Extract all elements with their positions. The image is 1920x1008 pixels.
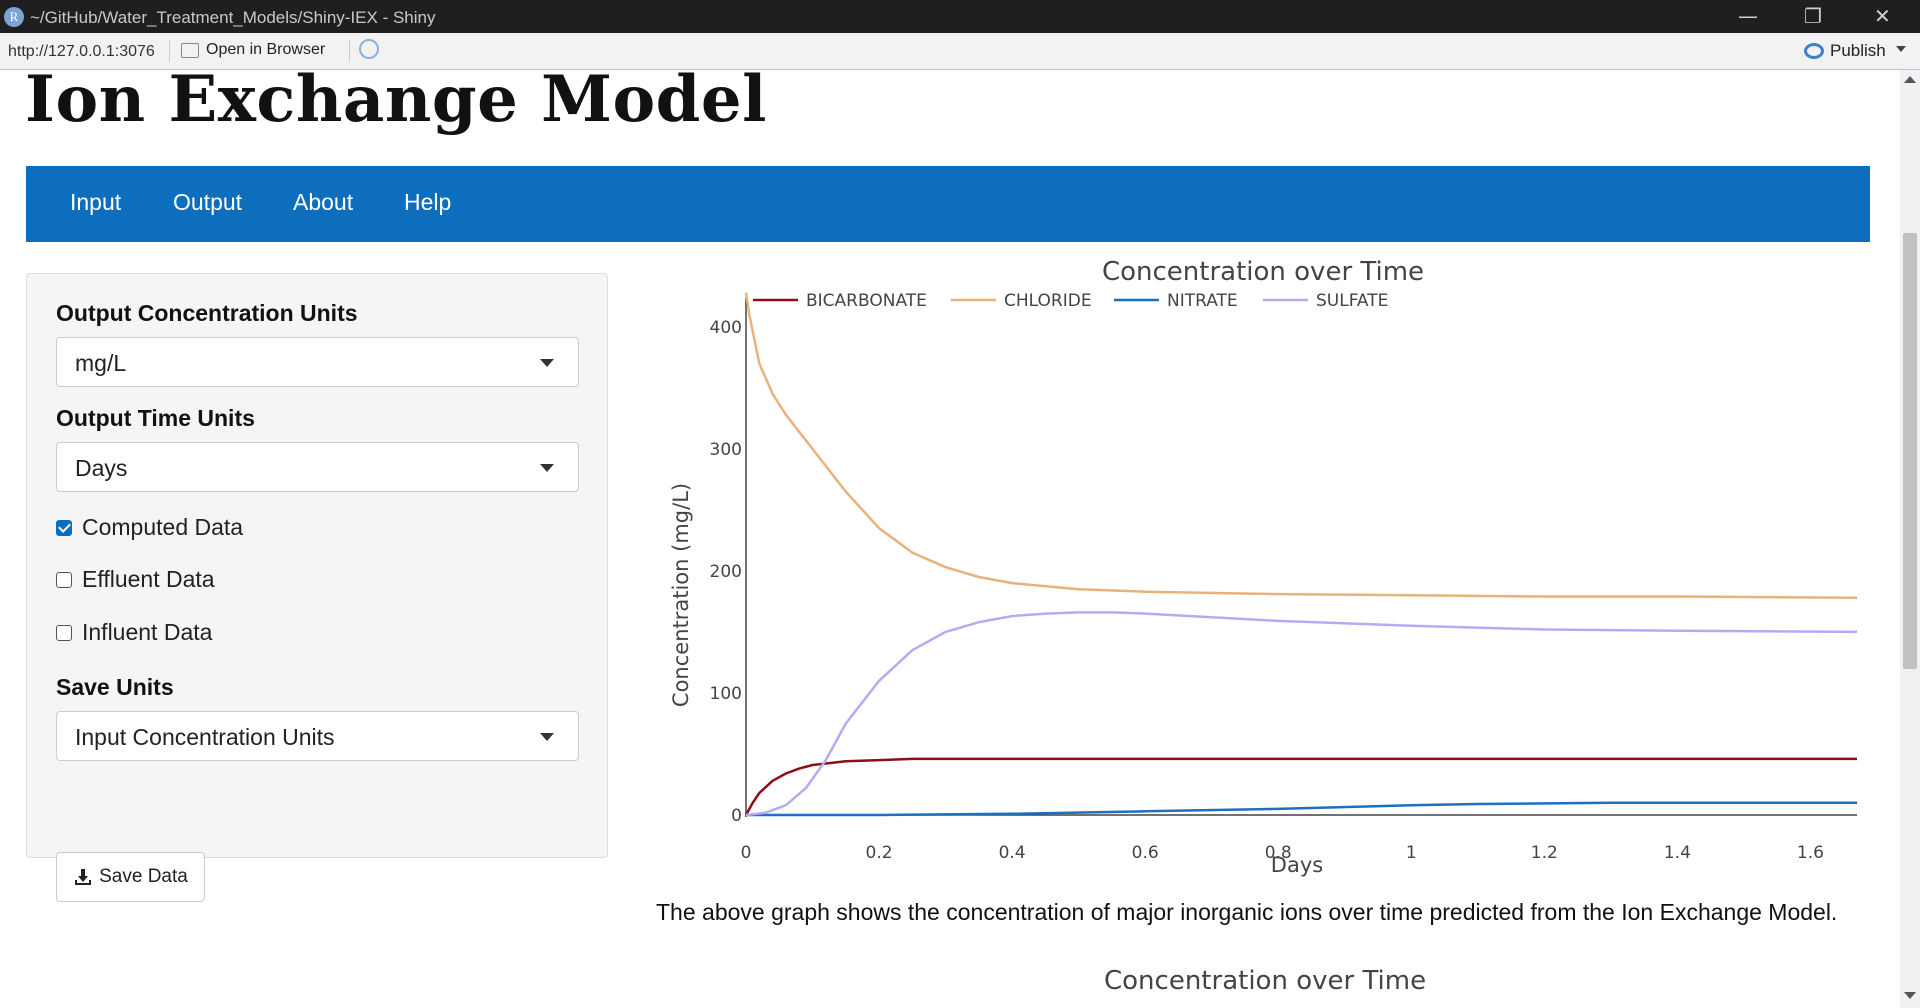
save-data-button[interactable]: Save Data [56,852,205,902]
scroll-up-icon[interactable] [1904,76,1916,83]
x-axis-label: Days [1271,853,1323,877]
x-tick-label: 1.4 [1664,843,1691,863]
url-display: http://127.0.0.1:3076 [8,43,155,60]
publish-button[interactable]: Publish [1804,41,1886,61]
close-icon[interactable]: ✕ [1874,4,1891,28]
toolbar-divider [169,40,170,62]
checkbox-checked[interactable] [56,519,72,536]
second-chart-title: Concentration over Time [1104,966,1427,996]
x-tick-label: 1 [1406,843,1417,863]
computed-data-checkbox[interactable]: Computed Data [56,514,243,541]
y-tick-label: 0 [731,806,742,826]
legend-label-chloride: CHLORIDE [1004,291,1092,311]
tab-output[interactable]: Output [173,189,243,215]
legend-label-sulfate: SULFATE [1316,291,1388,311]
download-icon [75,869,92,885]
x-tick-label: 0.8 [1265,843,1292,863]
legend-label-nitrate: NITRATE [1167,291,1238,311]
publish-dropdown-icon[interactable] [1896,46,1906,52]
app-viewport: Ion Exchange Model Input Output About He… [0,70,1900,1008]
legend-label-bicarbonate: BICARBONATE [806,291,927,311]
chevron-down-icon [540,733,554,741]
save-data-label: Save Data [99,866,188,887]
navbar: Input Output About Help [26,166,1870,242]
y-tick-label: 400 [710,318,742,338]
page-title: Ion Exchange Model [25,70,767,137]
time-units-value: Days [75,455,128,481]
x-tick-label: 0.4 [999,843,1026,863]
publish-label: Publish [1830,41,1886,60]
scroll-down-icon[interactable] [1904,992,1916,999]
time-units-select[interactable]: Days [56,442,579,492]
tab-help[interactable]: Help [404,189,452,215]
publish-icon [1804,43,1824,59]
conc-units-value: mg/L [75,350,127,376]
series-line-bicarbonate [744,757,1857,816]
open-in-browser-button[interactable]: Open in Browser [181,41,325,59]
checkbox-unchecked[interactable] [56,624,72,641]
chart-title: Concentration over Time [1102,257,1424,287]
chevron-down-icon [540,464,554,472]
y-tick-label: 200 [710,562,742,582]
tab-about[interactable]: About [293,189,354,215]
x-tick-label: 1.2 [1531,843,1558,863]
x-tick-label: 0 [741,843,752,863]
concentration-chart[interactable]: Concentration over Time 0 0.2 0.4 0.6 0.8 1 1.2… [650,255,1870,895]
tab-input[interactable]: Input [70,189,122,215]
influent-data-checkbox[interactable]: Influent Data [56,619,212,646]
open-in-browser-label: Open in Browser [206,41,326,58]
checkbox-unchecked[interactable] [56,571,72,588]
refresh-icon[interactable] [359,39,379,59]
r-logo-icon: R [4,7,24,27]
chevron-down-icon [540,359,554,367]
conc-units-label: Output Concentration Units [56,300,358,326]
x-tick-label: 0.2 [866,843,893,863]
effluent-data-checkbox[interactable]: Effluent Data [56,566,215,593]
checkbox-label: Effluent Data [82,566,215,592]
sidebar-panel: Output Concentration Units mg/L Output T… [26,273,608,902]
checkbox-label: Computed Data [82,514,244,540]
restore-icon[interactable]: ❐ [1804,4,1822,28]
save-units-value: Input Concentration Units [75,724,335,750]
series-line-chloride [744,292,1858,600]
series-line-nitrate [746,801,1857,817]
chart-caption: The above graph shows the concentration … [656,899,1838,925]
y-tick-label: 300 [710,440,742,460]
y-axis-label: Concentration (mg/L) [669,483,693,707]
toolbar-divider [349,40,350,62]
checkbox-label: Influent Data [82,619,213,645]
x-tick-label: 1.6 [1797,843,1824,863]
viewer-toolbar: http://127.0.0.1:3076 Open in Browser Pu… [0,33,1920,70]
x-tick-label: 0.6 [1132,843,1159,863]
series-line-sulfate [745,611,1858,817]
scrollbar-thumb[interactable] [1903,233,1917,669]
window-title: ~/GitHub/Water_Treatment_Models/Shiny-IE… [30,8,436,27]
vertical-scrollbar[interactable] [1900,70,1920,1008]
conc-units-select[interactable]: mg/L [56,337,579,387]
time-units-label: Output Time Units [56,405,255,431]
y-tick-label: 100 [710,684,742,704]
browser-window-icon [181,42,199,58]
save-units-select[interactable]: Input Concentration Units [56,711,579,761]
window-title-bar: R ~/GitHub/Water_Treatment_Models/Shiny-… [0,0,1920,33]
minimize-icon[interactable]: — [1738,4,1758,28]
save-units-label: Save Units [56,674,174,700]
